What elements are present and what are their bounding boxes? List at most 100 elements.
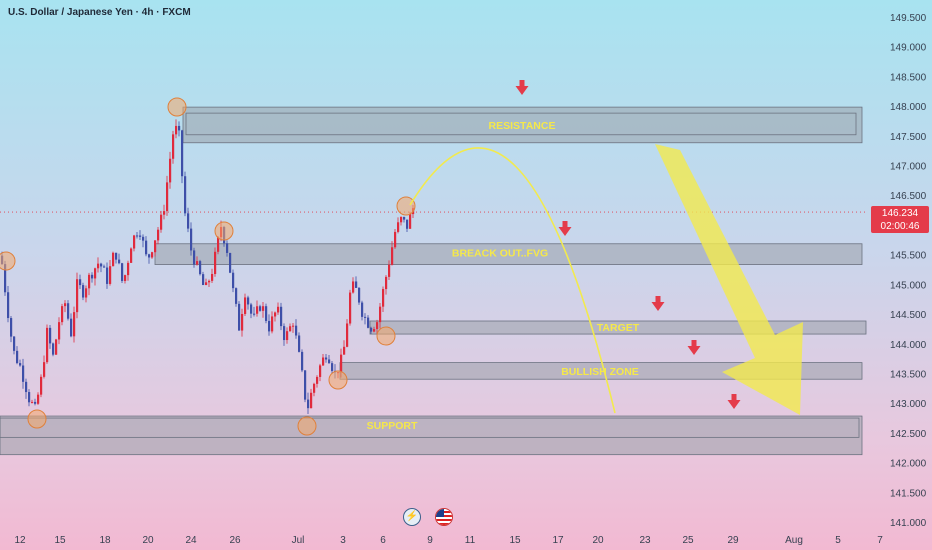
zone-band: [0, 415, 863, 456]
swing-point-marker: [0, 251, 16, 271]
candle-body: [403, 217, 406, 220]
bar-countdown: 02:00:46: [880, 221, 920, 232]
candle-body: [52, 343, 55, 355]
candle-body: [148, 254, 151, 258]
candle-body: [280, 306, 283, 327]
candle-body: [193, 250, 196, 265]
candle-body: [118, 259, 121, 264]
swing-point-marker: [27, 409, 47, 429]
candle-body: [385, 276, 388, 290]
candle-body: [370, 327, 373, 332]
candle-body: [181, 130, 184, 177]
x-tick-label: 20: [592, 535, 604, 546]
candle-body: [316, 376, 319, 384]
x-tick-label: 24: [185, 535, 197, 546]
candle-body: [307, 399, 310, 409]
candle-body: [328, 359, 331, 364]
candle-body: [325, 357, 328, 360]
candle-body: [211, 273, 214, 281]
candle-body: [373, 329, 376, 332]
candle-body: [361, 302, 364, 317]
candle-body: [34, 401, 37, 404]
candle-body: [301, 351, 304, 371]
candle-body: [109, 266, 112, 284]
candle-body: [352, 281, 355, 293]
candle-body: [349, 292, 352, 324]
candle-body: [379, 306, 382, 323]
x-tick-label: 15: [54, 535, 66, 546]
candle-body: [157, 229, 160, 241]
x-tick-label: 3: [340, 535, 346, 546]
y-tick-label: 144.500: [890, 310, 927, 321]
candle-body: [346, 323, 349, 347]
candle-body: [265, 306, 268, 321]
y-tick-label: 149.000: [890, 43, 927, 54]
swing-point-marker: [328, 370, 348, 390]
candle-body: [400, 217, 403, 223]
swing-point-marker: [214, 221, 234, 241]
x-tick-label: 23: [639, 535, 651, 546]
candle-body: [238, 303, 241, 331]
x-tick-label: 29: [727, 535, 739, 546]
candle-body: [205, 282, 208, 285]
candle-body: [172, 134, 175, 159]
swing-point-marker: [376, 326, 396, 346]
projection-arrow: [655, 144, 803, 415]
candle-body: [232, 272, 235, 289]
candle-body: [259, 306, 262, 311]
y-tick-label: 143.500: [890, 369, 927, 380]
down-arrow-icon: [727, 394, 741, 409]
candle-body: [139, 235, 142, 237]
candle-body: [82, 285, 85, 298]
x-tick-label: 20: [142, 535, 154, 546]
candle-body: [268, 320, 271, 332]
last-price-tag: 146.234 02:00:46: [871, 206, 929, 233]
candle-body: [166, 182, 169, 212]
y-tick-label: 142.500: [890, 429, 927, 440]
projection-arc: [409, 147, 616, 414]
x-tick-label: 7: [877, 535, 883, 546]
us-flag-icon[interactable]: [435, 508, 453, 526]
x-tick-label: 5: [835, 535, 841, 546]
candle-body: [49, 327, 52, 344]
zone-label: BULLISH ZONE: [561, 366, 639, 378]
candle-body: [40, 376, 43, 395]
candle-body: [79, 279, 82, 286]
x-tick-label: 9: [427, 535, 433, 546]
x-tick-label: Aug: [785, 535, 803, 546]
candle-body: [31, 401, 34, 403]
candle-body: [22, 365, 25, 382]
zone-label: TARGET: [597, 322, 640, 334]
candle-body: [322, 357, 325, 366]
x-tick-label: 18: [99, 535, 111, 546]
zone-label: BREACK OUT..FVG: [452, 248, 548, 260]
candle-body: [85, 288, 88, 298]
y-tick-label: 141.500: [890, 488, 927, 499]
candle-body: [343, 346, 346, 355]
candle-body: [121, 263, 124, 281]
candle-body: [130, 248, 133, 263]
candle-body: [292, 325, 295, 327]
candle-body: [235, 288, 238, 304]
candle-body: [241, 313, 244, 331]
y-tick-label: 147.000: [890, 162, 927, 173]
candle-body: [397, 222, 400, 232]
candle-body: [169, 158, 172, 183]
candle-body: [61, 306, 64, 323]
candle-body: [73, 312, 76, 337]
candle-body: [43, 362, 46, 377]
y-tick-label: 147.500: [890, 132, 927, 143]
down-arrow-icon: [687, 340, 701, 355]
lightning-icon[interactable]: ⚡: [403, 508, 421, 526]
x-tick-label: 11: [465, 535, 476, 546]
candle-body: [64, 303, 67, 307]
candle-body: [7, 292, 10, 319]
x-tick-label: 26: [229, 535, 241, 546]
candle-body: [88, 274, 91, 289]
y-tick-label: 145.500: [890, 251, 927, 262]
y-tick-label: 142.000: [890, 459, 927, 470]
candle-body: [247, 297, 250, 305]
candle-body: [388, 264, 391, 277]
candle-body: [298, 335, 301, 352]
